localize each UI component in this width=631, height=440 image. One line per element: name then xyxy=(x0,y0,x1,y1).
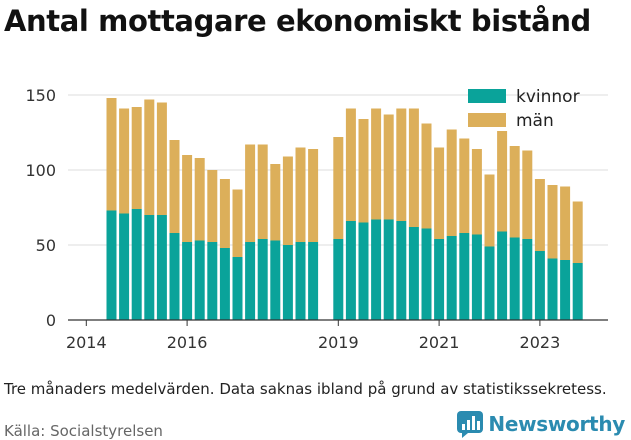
bar-kvinnor xyxy=(534,251,545,320)
bar-man xyxy=(572,201,583,263)
bar-man xyxy=(383,114,394,220)
bar-man xyxy=(207,170,218,242)
bar-man xyxy=(119,108,130,214)
bar-man xyxy=(408,108,419,227)
bars xyxy=(106,98,583,320)
bar-kvinnor xyxy=(421,228,432,320)
bar-kvinnor xyxy=(245,242,256,320)
bar-man xyxy=(156,102,167,215)
bar-kvinnor xyxy=(295,242,306,320)
bar-kvinnor xyxy=(219,248,230,320)
bar-kvinnor xyxy=(408,227,419,320)
bar-man xyxy=(421,123,432,229)
bar-man xyxy=(509,146,520,238)
bar-man xyxy=(333,137,344,239)
bar-man xyxy=(232,189,243,257)
legend: kvinnor män xyxy=(468,87,580,131)
bar-man xyxy=(144,99,155,215)
bar-man xyxy=(257,144,268,239)
bar-man xyxy=(182,155,193,242)
bar-man xyxy=(131,107,142,209)
chart-title: Antal mottagare ekonomiskt bistånd xyxy=(4,4,591,38)
bar-kvinnor xyxy=(131,209,142,320)
x-tick-label: 2019 xyxy=(318,333,359,352)
bar-man xyxy=(560,186,571,260)
bar-man xyxy=(459,138,470,233)
bar-kvinnor xyxy=(333,239,344,320)
bar-kvinnor xyxy=(434,239,445,320)
brand-logo: Newsworthy xyxy=(456,410,625,438)
bar-man xyxy=(295,147,306,242)
bar-man xyxy=(358,119,369,223)
bar-man xyxy=(497,131,508,232)
bar-man xyxy=(345,108,356,221)
bar-man xyxy=(245,144,256,242)
bar-man xyxy=(484,174,495,247)
bar-man xyxy=(194,158,205,241)
source-label: Källa: Socialstyrelsen xyxy=(4,422,163,440)
bar-kvinnor xyxy=(282,245,293,320)
bar-man xyxy=(534,179,545,251)
bar-kvinnor xyxy=(207,242,218,320)
bar-man xyxy=(270,164,281,241)
chart-note: Tre månaders medelvärden. Data saknas ib… xyxy=(4,380,607,398)
y-tick-label: 0 xyxy=(46,311,56,330)
bar-kvinnor xyxy=(471,234,482,320)
bar-kvinnor xyxy=(232,257,243,320)
bar-kvinnor xyxy=(371,219,382,320)
bar-kvinnor xyxy=(182,242,193,320)
bar-kvinnor xyxy=(106,210,117,320)
bar-man xyxy=(522,150,533,239)
bar-kvinnor xyxy=(144,215,155,320)
bar-kvinnor xyxy=(169,233,180,320)
bar-man xyxy=(471,149,482,235)
bar-kvinnor xyxy=(345,221,356,320)
bar-man xyxy=(219,179,230,248)
bar-kvinnor xyxy=(308,242,319,320)
bar-kvinnor xyxy=(257,239,268,320)
legend-label: män xyxy=(516,111,554,131)
y-tick-label: 150 xyxy=(25,86,56,105)
bar-kvinnor xyxy=(446,236,457,320)
bar-kvinnor xyxy=(194,240,205,320)
bar-kvinnor xyxy=(270,240,281,320)
bar-man xyxy=(434,147,445,239)
axes: 2014 2016 2019 2021 2023 xyxy=(66,319,608,352)
legend-swatch xyxy=(468,89,506,103)
bar-kvinnor xyxy=(572,263,583,320)
x-tick-label: 2014 xyxy=(66,333,107,352)
x-tick-label: 2016 xyxy=(167,333,208,352)
bar-kvinnor xyxy=(560,260,571,320)
bar-kvinnor xyxy=(522,239,533,320)
bar-kvinnor xyxy=(358,222,369,320)
bar-kvinnor xyxy=(547,258,558,320)
x-tick-label: 2021 xyxy=(419,333,460,352)
bar-man xyxy=(547,185,558,259)
bar-man xyxy=(446,129,457,236)
bar-kvinnor xyxy=(156,215,167,320)
bar-kvinnor xyxy=(396,221,407,320)
bar-kvinnor xyxy=(383,219,394,320)
bar-kvinnor xyxy=(484,246,495,320)
x-tick-label: 2023 xyxy=(520,333,561,352)
bar-kvinnor xyxy=(509,237,520,320)
legend-label: kvinnor xyxy=(516,87,580,107)
bar-chart: 0 50 100 150 2014 2016 2019 2021 2023 kvinnor mä… xyxy=(25,86,608,352)
bar-man xyxy=(396,108,407,221)
brand-name: Newsworthy xyxy=(488,412,625,436)
y-tick-label: 100 xyxy=(25,161,56,180)
newsworthy-logo-icon xyxy=(457,411,484,438)
bar-kvinnor xyxy=(119,213,130,320)
bar-man xyxy=(371,108,382,220)
bar-man xyxy=(106,98,117,211)
bar-kvinnor xyxy=(497,231,508,320)
bar-kvinnor xyxy=(459,233,470,320)
y-tick-label: 50 xyxy=(36,236,56,255)
bar-man xyxy=(282,156,293,245)
legend-swatch xyxy=(468,113,506,127)
bar-man xyxy=(169,140,180,233)
bar-man xyxy=(308,149,319,242)
